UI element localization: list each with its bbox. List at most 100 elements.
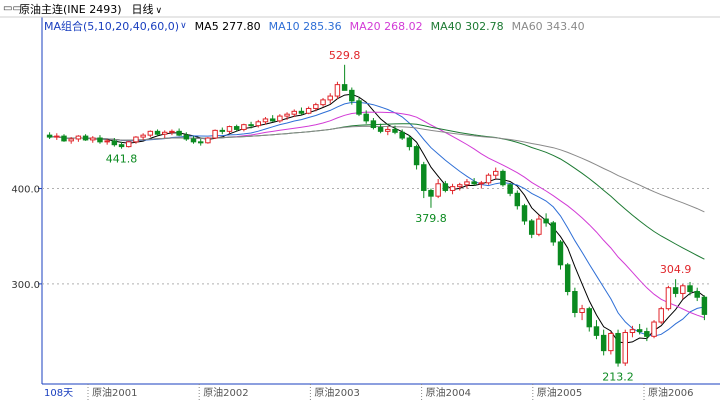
- ma-line-ma20: [49, 111, 705, 319]
- candle-body: [500, 170, 506, 186]
- extreme-label: 213.2: [602, 371, 634, 384]
- candle-body: [579, 308, 585, 313]
- candle-body: [593, 326, 600, 336]
- x-tick-label: 原油2002: [203, 386, 248, 399]
- candle-body: [701, 296, 708, 315]
- candle-body: [557, 241, 564, 266]
- candle-body: [82, 135, 89, 141]
- extreme-label: 529.8: [329, 49, 361, 62]
- candle-body: [644, 331, 650, 337]
- candle-body: [672, 287, 679, 294]
- candle-body: [457, 184, 463, 188]
- candle-body: [586, 308, 593, 328]
- candle-body: [327, 95, 333, 101]
- ma-line-ma5: [49, 93, 705, 344]
- candle-body: [241, 124, 247, 130]
- period-selector[interactable]: 日线 ∨: [132, 1, 163, 17]
- candle-body: [622, 332, 628, 364]
- chevron-down-icon: ∨: [180, 21, 187, 31]
- candle-body: [341, 84, 348, 91]
- candle-body: [140, 134, 146, 138]
- candle-body: [478, 182, 485, 185]
- candle-body: [449, 186, 456, 191]
- ma40-value: MA40 302.78: [430, 19, 504, 33]
- instrument-title[interactable]: 原油主连(INE 2493): [19, 2, 122, 16]
- ma-line-ma40: [49, 123, 705, 260]
- candle-body: [485, 174, 492, 184]
- candle-body: [298, 110, 305, 114]
- candle-body: [349, 89, 355, 102]
- candle-body: [608, 332, 614, 352]
- candle-body: [226, 126, 233, 132]
- extreme-label: 379.8: [415, 212, 447, 225]
- candle-body: [658, 308, 664, 323]
- candle-body: [68, 138, 74, 142]
- candle-body: [97, 137, 103, 143]
- candle-body: [428, 189, 434, 197]
- candle-body: [543, 218, 549, 224]
- candle-body: [269, 118, 276, 122]
- candle-body: [118, 144, 125, 148]
- candle-body: [284, 113, 290, 117]
- candle-body: [183, 134, 190, 140]
- candle-body: [255, 121, 262, 127]
- candle-body: [212, 129, 218, 139]
- candle-body: [205, 137, 211, 144]
- candle-body: [190, 138, 197, 143]
- candle-body: [161, 131, 168, 135]
- candle-body: [564, 264, 571, 293]
- candle-body: [399, 131, 405, 139]
- candle-body: [126, 141, 132, 148]
- candle-body: [176, 130, 182, 136]
- x-tick-label: 原油2006: [648, 386, 693, 399]
- ma-settings-dropdown[interactable]: MA组合(5,10,20,40,60,0) ∨: [44, 18, 187, 34]
- candle-body: [600, 334, 607, 352]
- candle-body: [550, 222, 557, 243]
- candle-body: [54, 135, 60, 138]
- candle-body: [471, 181, 477, 185]
- candle-body: [219, 129, 226, 132]
- candle-body: [90, 137, 96, 141]
- candle-body: [536, 218, 542, 235]
- candle-body: [370, 120, 377, 129]
- candle-body: [492, 170, 499, 176]
- candle-body: [111, 140, 118, 146]
- candle-body: [133, 136, 139, 143]
- candle-body: [615, 332, 621, 364]
- candle-body: [233, 126, 240, 130]
- candle-body: [262, 118, 269, 123]
- candle-body: [413, 146, 420, 166]
- candle-body: [61, 135, 67, 142]
- candle-body: [334, 84, 341, 97]
- y-tick-label: 400.0: [11, 185, 40, 196]
- candle-body: [169, 130, 175, 133]
- candle-body: [680, 285, 686, 294]
- candle-body: [197, 141, 204, 144]
- ma-line-ma10: [49, 101, 705, 337]
- ma-line-ma60: [49, 125, 705, 213]
- candle-body: [687, 285, 693, 293]
- candle-body: [363, 113, 369, 122]
- candle-body: [305, 107, 312, 114]
- candle-body: [442, 183, 449, 191]
- candle-body: [356, 100, 362, 115]
- candle-body: [421, 164, 427, 191]
- candle-body: [528, 220, 535, 235]
- candle-body: [154, 130, 161, 135]
- period-label: 日线: [131, 2, 154, 16]
- candle-body: [572, 291, 578, 313]
- candle-body: [147, 130, 154, 136]
- candle-body: [694, 291, 700, 298]
- candle-body: [629, 329, 636, 334]
- candle-body: [651, 321, 657, 337]
- candle-body: [320, 99, 326, 106]
- candle-body: [464, 181, 470, 186]
- candle-body: [104, 140, 110, 143]
- x-tick-label: 原油2001: [92, 386, 137, 399]
- menu-icon[interactable]: ▭▭: [3, 3, 22, 14]
- y-tick-label: 300.0: [11, 280, 40, 291]
- candle-body: [521, 205, 528, 222]
- candle-body: [377, 127, 384, 132]
- candle-body: [392, 128, 398, 133]
